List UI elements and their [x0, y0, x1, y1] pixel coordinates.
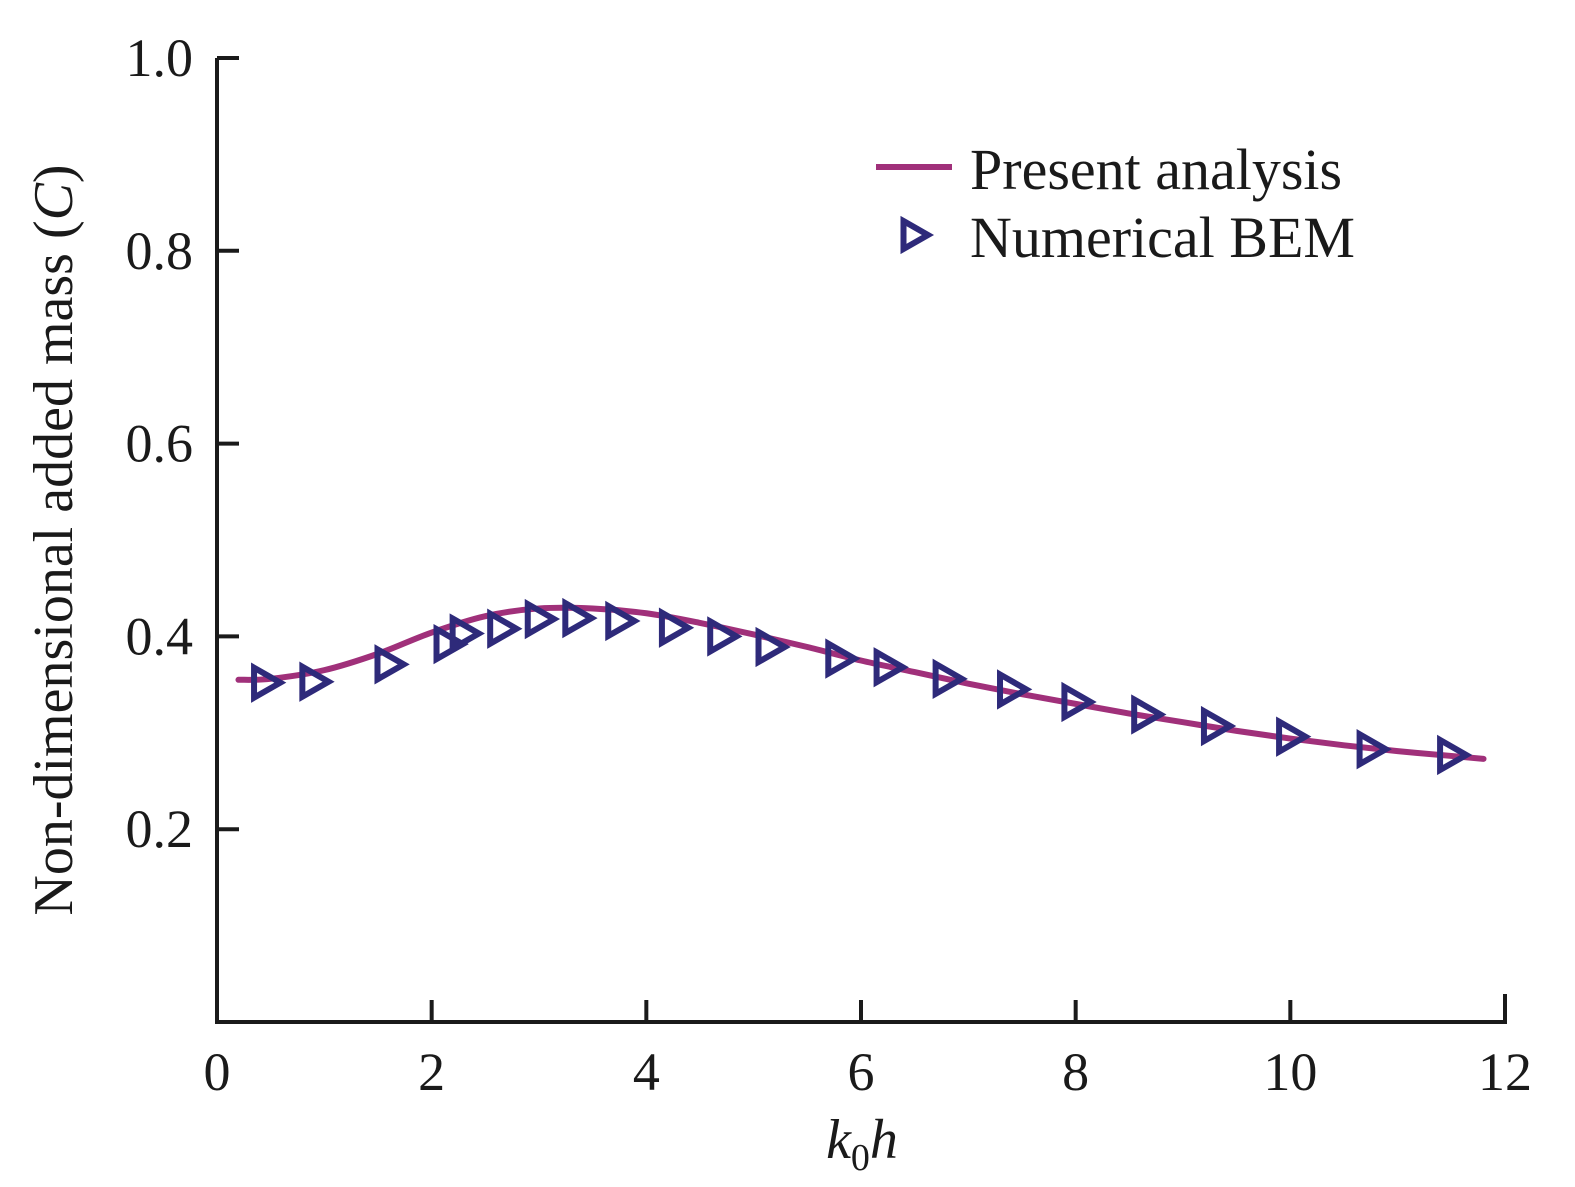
x-tick-label: 10: [1263, 1042, 1317, 1102]
x-axis-label: k0h: [826, 1109, 898, 1179]
data-point-numerical-bem: [487, 608, 523, 649]
data-point-numerical-bem: [932, 658, 968, 699]
plot-area: [235, 597, 1487, 776]
x-tick-label: 8: [1062, 1042, 1089, 1102]
y-axis-label: Non-dimensional added mass (C): [23, 164, 85, 915]
legend-marker-swatch: [900, 215, 935, 255]
data-point-numerical-bem: [755, 626, 791, 668]
data-point-numerical-bem: [1276, 716, 1312, 757]
data-point-numerical-bem: [997, 669, 1033, 710]
legend-label-present-analysis: Present analysis: [970, 137, 1342, 202]
data-point-numerical-bem: [1061, 681, 1097, 723]
legend: Present analysis Numerical BEM: [876, 137, 1355, 270]
data-point-numerical-bem: [524, 598, 561, 640]
data-point-numerical-bem: [707, 616, 743, 657]
y-ticks: 0.2 0.4 0.6 0.8 1.0: [126, 28, 239, 859]
x-tick-label: 2: [418, 1042, 445, 1102]
series-line-present-analysis: [235, 604, 1487, 762]
data-point-numerical-bem: [251, 662, 287, 703]
data-point-numerical-bem: [299, 661, 335, 702]
data-point-numerical-bem: [1200, 705, 1237, 747]
data-point-numerical-bem: [1437, 734, 1473, 776]
data-point-numerical-bem: [658, 607, 695, 648]
data-point-numerical-bem: [1356, 729, 1392, 770]
legend-label-numerical-bem: Numerical BEM: [970, 205, 1355, 270]
data-point-numerical-bem: [562, 597, 598, 639]
y-tick-label: 1.0: [126, 28, 194, 88]
y-tick-label: 0.8: [126, 221, 194, 281]
data-point-numerical-bem: [825, 638, 861, 679]
axis-lines: [215, 58, 1507, 1024]
x-tick-label: 0: [204, 1042, 231, 1102]
x-tick-label: 6: [848, 1042, 875, 1102]
axes: [215, 58, 1507, 1024]
x-tick-label: 4: [633, 1042, 660, 1102]
y-tick-label: 0.4: [126, 606, 194, 666]
x-ticks: 0 2 4 6 8 10 12: [204, 1000, 1532, 1102]
y-tick-label: 0.2: [126, 799, 194, 859]
data-point-numerical-bem: [873, 647, 909, 688]
data-point-numerical-bem: [374, 644, 410, 685]
data-point-numerical-bem: [1131, 694, 1167, 735]
data-point-numerical-bem: [605, 600, 641, 642]
x-tick-label: 12: [1478, 1042, 1532, 1102]
data-point-numerical-bem: [449, 613, 485, 654]
y-tick-label: 0.6: [126, 414, 194, 474]
